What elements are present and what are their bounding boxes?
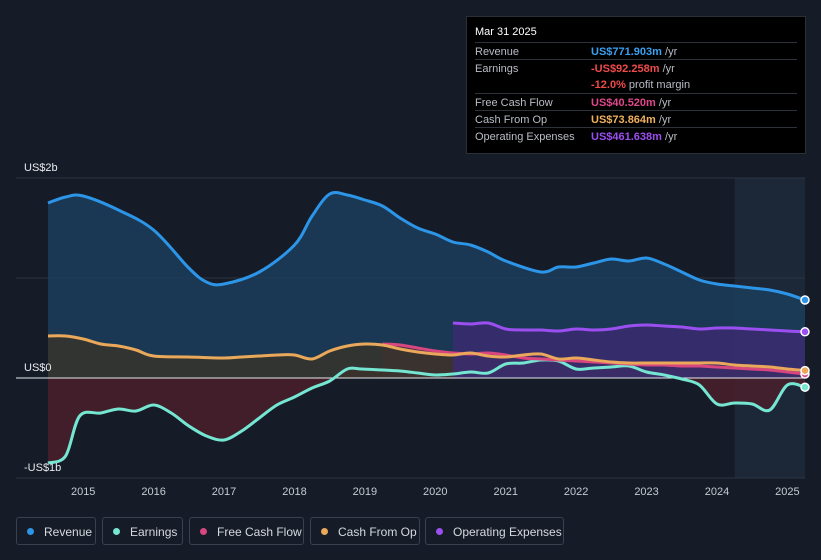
cash-from-op-endpoint [800, 365, 810, 376]
tooltip-label: Revenue [475, 46, 520, 58]
tooltip-value: US$461.638m /yr [591, 131, 678, 143]
legend-label: Revenue [44, 525, 93, 539]
legend-dot [436, 528, 443, 535]
cash-from-op-line [47, 334, 806, 373]
revenue-endpoint [800, 295, 810, 305]
tooltip-value: US$40.520m /yr [591, 97, 672, 109]
x-tick-label: 2022 [564, 486, 588, 498]
tooltip-panel: Mar 31 2025 Revenue US$771.903m /yr Earn… [466, 16, 806, 154]
legend-label: Cash From Op [338, 525, 417, 539]
legend-label: Earnings [130, 525, 178, 539]
tooltip-row-earnings: Earnings -US$92.258m /yr [475, 59, 797, 77]
legend-dot [200, 528, 207, 535]
y-tick-label: US$0 [24, 362, 52, 374]
earnings-area [48, 359, 805, 463]
tooltip-row-cash-from-op: Cash From Op US$73.864m /yr [475, 110, 797, 128]
legend-item-revenue[interactable]: Revenue [16, 517, 96, 545]
x-tick-label: 2025 [775, 486, 799, 498]
legend-dot [113, 528, 120, 535]
free-cash-flow-line [382, 342, 806, 376]
operating-expenses-endpoint [800, 327, 810, 337]
earnings-line [47, 358, 806, 465]
x-tick-label: 2015 [71, 486, 95, 498]
tooltip-row-revenue: Revenue US$771.903m /yr [475, 42, 797, 60]
legend-label: Operating Expenses [453, 525, 562, 539]
legend-item-earnings[interactable]: Earnings [102, 517, 183, 545]
tooltip-label: Earnings [475, 63, 519, 75]
x-tick-label: 2018 [282, 486, 306, 498]
legend-dot [321, 528, 328, 535]
tooltip-row-free-cash-flow: Free Cash Flow US$40.520m /yr [475, 93, 797, 111]
legend-label: Free Cash Flow [217, 525, 302, 539]
legend-item-cash-from-op[interactable]: Cash From Op [310, 517, 420, 545]
y-tick-label: -US$1b [24, 462, 61, 474]
tooltip-label: Operating Expenses [475, 131, 575, 143]
x-tick-label: 2017 [212, 486, 236, 498]
tooltip-label: Cash From Op [475, 114, 548, 126]
revenue-line [47, 191, 806, 302]
x-tick-label: 2023 [634, 486, 658, 498]
tooltip-value: US$73.864m /yr [591, 114, 672, 126]
x-tick-label: 2020 [423, 486, 447, 498]
legend-item-operating-expenses[interactable]: Operating Expenses [425, 517, 564, 545]
tooltip-date: Mar 31 2025 [475, 26, 537, 38]
x-tick-label: 2019 [353, 486, 377, 498]
x-tick-label: 2024 [705, 486, 729, 498]
tooltip-row-operating-expenses: Operating Expenses US$461.638m /yr [475, 127, 797, 145]
tooltip-value: -US$92.258m /yr [591, 63, 675, 75]
x-tick-label: 2021 [493, 486, 517, 498]
tooltip-label: Free Cash Flow [475, 97, 553, 109]
tooltip-value: US$771.903m /yr [591, 46, 678, 58]
y-tick-label: US$2b [24, 162, 58, 174]
legend-dot [27, 528, 34, 535]
operating-expenses-line [452, 321, 806, 334]
tooltip-row-profit-margin: -12.0% profit margin [475, 76, 797, 93]
tooltip-value: -12.0% profit margin [591, 79, 691, 91]
x-tick-label: 2016 [141, 486, 165, 498]
legend-item-free-cash-flow[interactable]: Free Cash Flow [189, 517, 304, 545]
earnings-endpoint [800, 382, 810, 392]
